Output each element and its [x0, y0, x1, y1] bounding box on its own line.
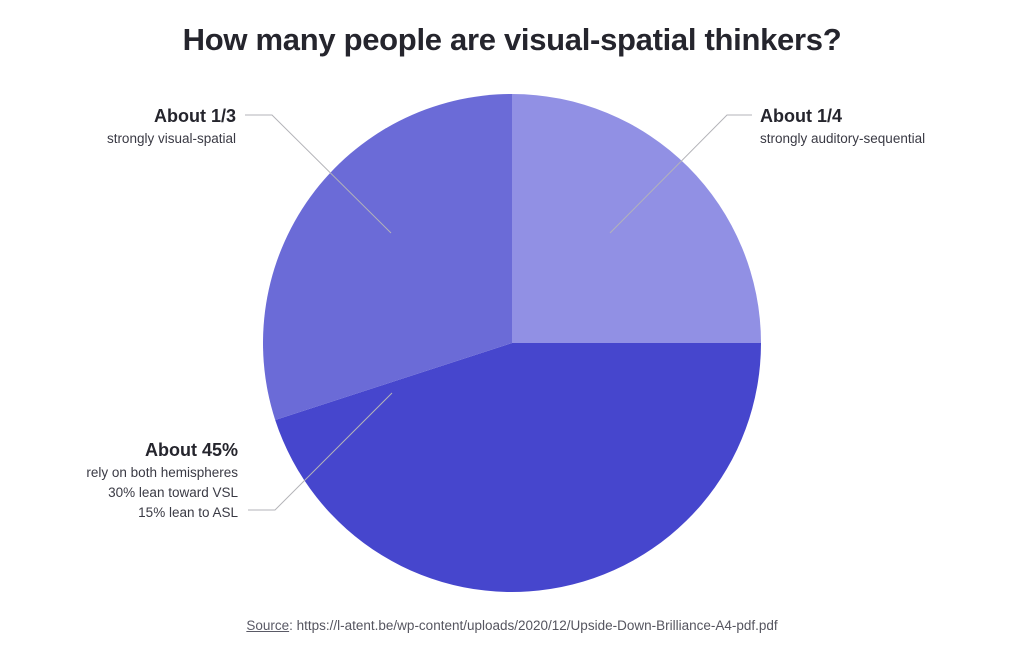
slice-label-45: About 45% rely on both hemispheres 30% l…: [86, 440, 238, 523]
leader-line-45: [248, 392, 393, 511]
source-label[interactable]: Source: [246, 618, 290, 633]
chart-title: How many people are visual-spatial think…: [182, 22, 842, 57]
leader-line-third: [245, 114, 392, 234]
source-url[interactable]: : https://l-atent.be/wp-content/uploads/…: [289, 618, 778, 633]
source-line: Source: https://l-atent.be/wp-content/up…: [0, 618, 1024, 633]
slice-label-45-desc-3: 15% lean to ASL: [138, 505, 238, 520]
pie-slices: [263, 94, 761, 592]
pie-slice-quarter: [512, 94, 761, 343]
leader-lines: [245, 114, 752, 511]
slice-label-45-head: About 45%: [144, 440, 238, 460]
slice-label-third: About 1/3 strongly visual-spatial: [107, 106, 236, 149]
slice-label-45-desc-2: 30% lean toward VSL: [108, 485, 238, 500]
slice-label-quarter-desc-1: strongly auditory-sequential: [760, 131, 926, 146]
leader-line-quarter: [609, 114, 752, 234]
slice-label-quarter-head: About 1/4: [760, 106, 843, 126]
slice-label-third-head: About 1/3: [153, 106, 236, 126]
slice-label-third-desc-1: strongly visual-spatial: [106, 131, 236, 146]
pie-slice-third: [263, 94, 512, 420]
slice-label-45-desc-1: rely on both hemispheres: [86, 465, 238, 480]
slice-label-quarter: About 1/4 strongly auditory-sequential: [760, 106, 925, 149]
pie-slice-45: [275, 343, 761, 592]
